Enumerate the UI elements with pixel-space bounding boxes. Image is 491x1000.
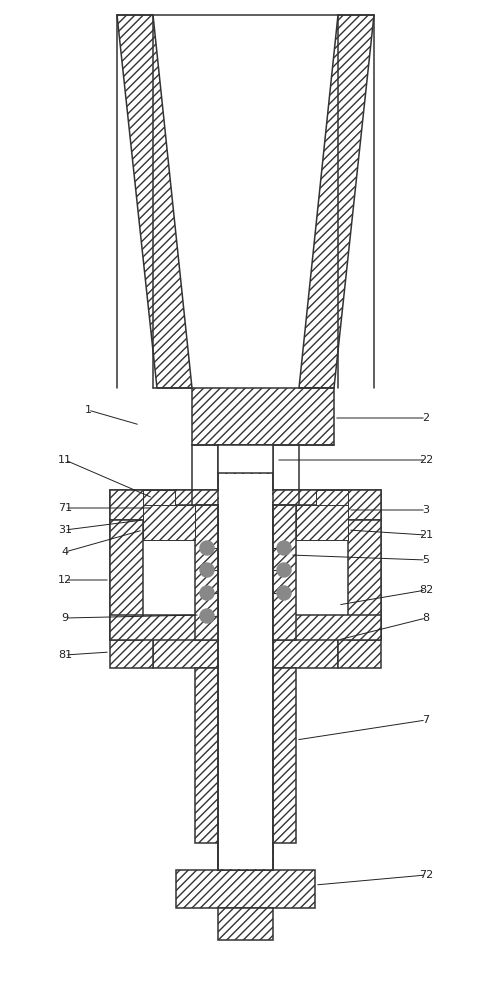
Text: 4: 4 (61, 547, 69, 557)
Polygon shape (266, 490, 381, 520)
Text: 3: 3 (422, 505, 430, 515)
Polygon shape (218, 843, 273, 870)
Polygon shape (143, 505, 195, 540)
Text: 31: 31 (58, 525, 72, 535)
Polygon shape (195, 668, 296, 843)
Polygon shape (110, 615, 225, 640)
Text: 11: 11 (58, 455, 72, 465)
Circle shape (200, 541, 214, 555)
Text: 81: 81 (58, 650, 72, 660)
Polygon shape (153, 15, 338, 389)
Polygon shape (110, 520, 195, 600)
Polygon shape (219, 474, 272, 869)
Polygon shape (266, 490, 381, 640)
Polygon shape (348, 520, 381, 640)
Polygon shape (153, 638, 338, 668)
Polygon shape (218, 445, 273, 473)
Polygon shape (266, 615, 381, 640)
Polygon shape (110, 638, 153, 668)
Circle shape (277, 541, 291, 555)
Text: 5: 5 (422, 555, 430, 565)
Circle shape (200, 563, 214, 577)
Circle shape (200, 586, 214, 600)
Circle shape (277, 586, 291, 600)
Circle shape (277, 563, 291, 577)
Polygon shape (110, 490, 225, 520)
Text: 71: 71 (58, 503, 72, 513)
Text: 7: 7 (422, 715, 430, 725)
Polygon shape (338, 638, 381, 668)
Text: 82: 82 (419, 585, 433, 595)
Polygon shape (296, 505, 348, 540)
Polygon shape (117, 15, 192, 388)
Text: 2: 2 (422, 413, 430, 423)
Text: 22: 22 (419, 455, 433, 465)
Text: 72: 72 (419, 870, 433, 880)
Polygon shape (299, 15, 374, 388)
Text: 9: 9 (61, 613, 69, 623)
Polygon shape (273, 505, 296, 640)
Polygon shape (218, 445, 273, 870)
Polygon shape (218, 908, 273, 940)
Text: 8: 8 (422, 613, 430, 623)
Polygon shape (110, 520, 143, 640)
Polygon shape (110, 490, 225, 640)
Polygon shape (176, 870, 315, 908)
Polygon shape (143, 490, 175, 505)
Polygon shape (192, 388, 334, 445)
Polygon shape (195, 505, 218, 640)
Text: 21: 21 (419, 530, 433, 540)
Polygon shape (316, 490, 348, 505)
Circle shape (200, 609, 214, 623)
Text: 1: 1 (84, 405, 91, 415)
Text: 12: 12 (58, 575, 72, 585)
